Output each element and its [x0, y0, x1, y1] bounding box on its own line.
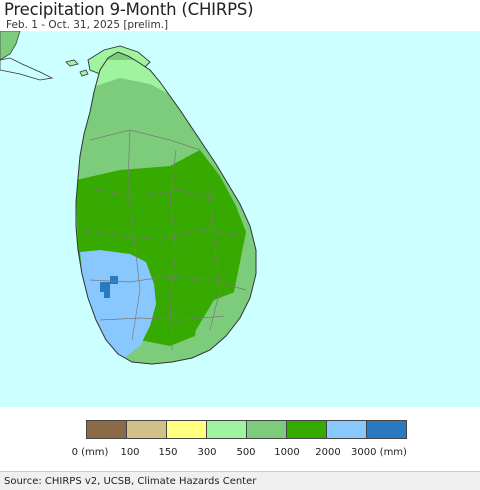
- legend-label: 150: [158, 447, 178, 458]
- map-area: [0, 31, 480, 407]
- legend-label: 2000: [315, 447, 341, 458]
- legend-label: 1000: [274, 447, 300, 458]
- source-text: Source: CHIRPS v2, UCSB, Climate Hazards…: [4, 476, 257, 487]
- legend-bar: [86, 420, 407, 441]
- legend-label: 300: [197, 447, 217, 458]
- legend-swatch: [86, 420, 127, 439]
- sri-lanka-map: [0, 31, 257, 365]
- legend-swatch: [366, 420, 407, 439]
- map-subtitle: Feb. 1 - Oct. 31, 2025 [prelim.]: [6, 19, 169, 31]
- legend-swatch: [246, 420, 287, 439]
- legend-swatch: [286, 420, 327, 439]
- map-title: Precipitation 9-Month (CHIRPS): [4, 0, 254, 19]
- legend-label: 0 (mm): [71, 447, 109, 458]
- india-coast-shape: [0, 57, 54, 81]
- legend-label: 100: [120, 447, 140, 458]
- source-bar: Source: CHIRPS v2, UCSB, Climate Hazards…: [0, 471, 480, 490]
- legend-label: 3000 (mm): [351, 447, 407, 458]
- island-shape: [65, 59, 79, 67]
- legend-swatch: [126, 420, 167, 439]
- india-coast-shape: [0, 31, 21, 61]
- legend-swatch: [166, 420, 207, 439]
- legend-label: 500: [236, 447, 256, 458]
- island-outline: [75, 51, 257, 365]
- legend-swatch: [206, 420, 247, 439]
- legend-swatch: [326, 420, 367, 439]
- island-shape: [79, 69, 89, 77]
